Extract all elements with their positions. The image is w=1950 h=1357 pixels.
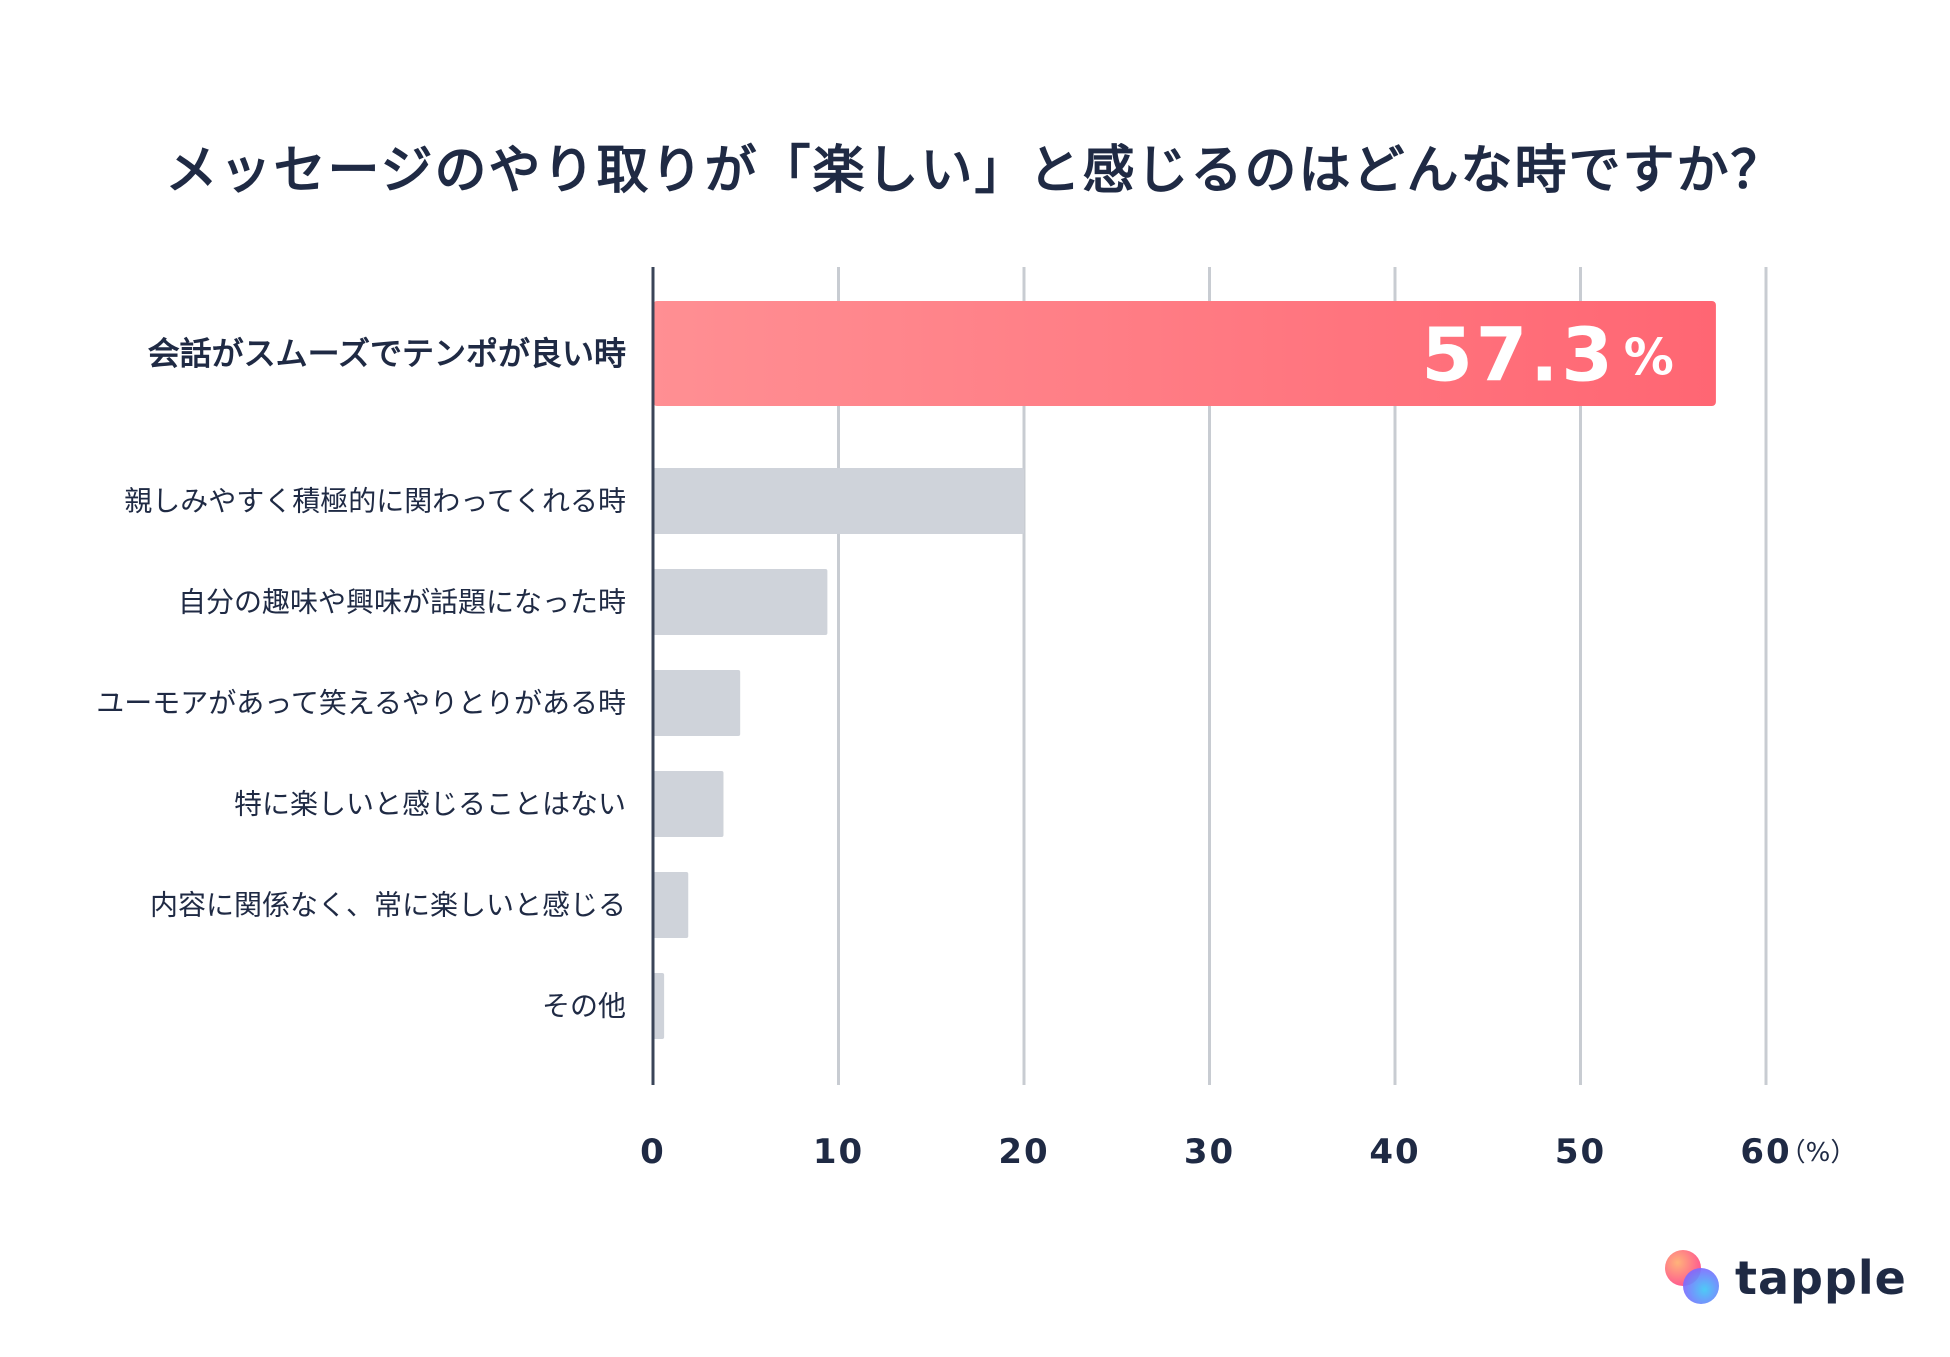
tapple-logo-icon <box>1665 1250 1721 1306</box>
highlight-unit: % <box>1624 329 1674 387</box>
bar <box>653 468 1024 534</box>
bar-highlight <box>653 301 1716 406</box>
chart-title: メッセージのやり取りが「楽しい」と感じるのはどんな時ですか？ <box>165 141 1785 201</box>
x-tick-label: 10 <box>813 1132 864 1172</box>
bar <box>653 569 828 635</box>
category-label: 親しみやすく積極的に関わってくれる時 <box>124 485 626 518</box>
highlight-value: 57.3 <box>1421 313 1616 399</box>
category-labels: 会話がスムーズでテンポが良い時 %57.3 親しみやすく積極的に関わってくれる時自分… <box>96 313 1674 1023</box>
category-label: 内容に関係なく、常に楽しいと感じる <box>150 889 626 922</box>
brand-logo: tapple <box>1665 1250 1907 1306</box>
category-label: 特に楽しいと感じることはない <box>234 788 626 821</box>
x-tick-label: 20 <box>998 1132 1049 1172</box>
category-label: 会話がスムーズでテンポが良い時 <box>148 335 626 373</box>
x-tick-label: 0 <box>640 1132 666 1172</box>
category-label: 自分の趣味や興味が話題になった時 <box>178 586 626 619</box>
x-tick-label: 50 <box>1555 1132 1606 1172</box>
category-label: その他 <box>542 990 626 1023</box>
bar <box>653 872 689 938</box>
bars <box>653 301 1716 1039</box>
x-tick-label: 60 <box>1740 1132 1791 1172</box>
bar <box>653 973 665 1039</box>
brand-name: tapple <box>1735 1251 1907 1305</box>
x-unit-label: （%） <box>1780 1138 1857 1168</box>
x-tick-label: 30 <box>1184 1132 1235 1172</box>
x-axis-ticks: 0 10 20 30 40 50 60（%） <box>640 1132 1856 1172</box>
bar <box>653 771 724 837</box>
x-tick-label: 40 <box>1369 1132 1420 1172</box>
category-label: ユーモアがあって笑えるやりとりがある時 <box>96 687 626 720</box>
bar <box>653 670 741 736</box>
